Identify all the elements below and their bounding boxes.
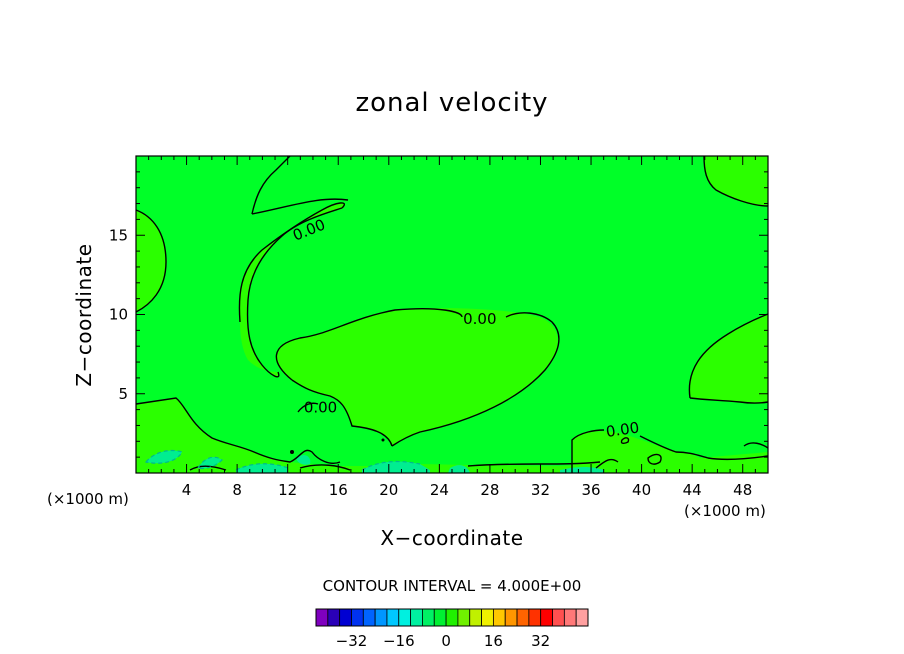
zero-contour-line [299,464,351,471]
colorbar-swatch [315,608,329,627]
x-tick-label: 32 [531,481,550,499]
colorbar-swatch [481,608,494,627]
zero-contour-line [291,379,393,447]
y-tick-label: 5 [118,385,128,403]
zero-contour-line [595,458,619,469]
zero-contour-line [238,202,345,323]
colorbar-swatch [504,608,518,627]
colorbar-swatch [398,608,412,627]
x-tick-label: 4 [182,481,192,499]
x-tick-label: 40 [632,481,651,499]
positive-region [704,156,768,206]
x-tick-label: 8 [232,481,242,499]
x-tick-label: 48 [733,481,752,499]
colorbar-swatch [563,608,577,627]
colorbar-swatch [351,608,364,627]
x-tick-label: 16 [329,481,348,499]
colorbar-swatch [552,608,565,627]
zero-contour-line [297,402,319,413]
x-tick-label: 28 [480,481,499,499]
y-tick-label: 10 [109,306,128,324]
colorbar-swatch [433,608,447,627]
colorbar-swatch [386,608,400,627]
contour-label: 0.00 [463,310,496,328]
zero-contour-line [639,435,769,461]
zero-contour-line [391,312,560,447]
zero-contour-line [135,209,167,313]
colorbar-swatch [422,608,435,627]
x-tick-label: 20 [379,481,398,499]
colorbar-tick-label: −32 [336,632,368,650]
contour-label: 0.00 [304,399,337,417]
zero-contour-line [743,442,769,449]
colorbar-swatch [339,608,352,627]
contour-label: 0.00 [605,418,641,440]
zero-contour-line [688,313,769,399]
zero-contour-line [620,437,630,444]
colorbar-frame [315,608,589,627]
colorbar-tick-label: 0 [441,632,451,650]
x-tick-label: 36 [581,481,600,499]
contour-dot [290,450,294,454]
negative-contour-line [361,460,421,471]
colorbar-tick-label: −16 [383,632,415,650]
zero-contour-line [689,397,769,404]
zero-contour-line [571,429,605,473]
colorbar-swatch [362,608,376,627]
negative-contour-line [197,456,223,470]
y-axis-label: Z−coordinate [72,243,96,387]
chart-title: zonal velocity [355,88,549,118]
zero-contour-line [703,155,769,207]
x-tick-label: 24 [430,481,449,499]
negative-region [560,467,604,473]
zero-contour-line [467,461,601,467]
negative-region [362,461,430,473]
colorbar-swatch [445,608,459,627]
contour-fills [136,156,768,473]
zero-contour-line [135,397,341,464]
colorbar-swatch [575,608,589,627]
positive-region [239,202,345,377]
x-unit-label-left: (×1000 m) [47,490,129,508]
positive-region [689,314,768,403]
zero-contour-line [189,465,227,471]
colorbar-swatch [492,608,506,627]
colorbar-swatch [327,608,341,627]
x-unit-label-right: (×1000 m) [684,502,766,520]
colorbar-swatch [540,608,553,627]
colorbar-swatch [469,608,482,627]
zero-contour-line [251,198,349,215]
x-axis-label: X−coordinate [380,526,524,550]
negative-region [296,455,311,465]
colorbar-tick-label: 32 [531,632,550,650]
colorbar-swatch [410,608,423,627]
colorbar: −32 −16 0 16 32 [315,608,589,650]
colorbar-tick-label: 16 [484,632,503,650]
y-tick-label: 15 [109,226,128,244]
colorbar-swatch [528,608,542,627]
contour-dot [381,438,385,442]
colorbar-swatch [457,608,471,627]
contour-interval: CONTOUR INTERVAL = 4.000E+00 [322,577,582,595]
colorbar-swatch [516,608,530,627]
x-tick-label: 44 [683,481,702,499]
zero-contour-line [275,307,463,381]
negative-region [146,450,182,464]
zero-contour-line [246,207,343,378]
negative-contour-line [144,449,183,464]
colorbar-swatch [374,608,388,627]
zero-contour-line [647,453,662,465]
x-tick-label: 12 [278,481,297,499]
